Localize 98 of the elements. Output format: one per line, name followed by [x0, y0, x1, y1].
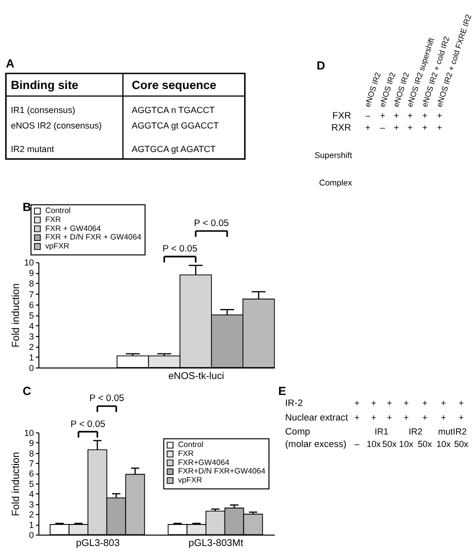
y-tick-label: 7: [29, 289, 34, 300]
text: 10x: [366, 439, 381, 450]
text: P < 0.05: [70, 418, 106, 429]
y-axis-title: Fold induction: [11, 452, 22, 516]
category-label: (molar excess): [285, 439, 346, 450]
y-tick-label: 3: [29, 331, 34, 342]
y-tick-label: 1: [29, 352, 34, 362]
y-tick-label: 5: [29, 478, 34, 489]
y-tick-label: 1: [29, 520, 34, 530]
x-tick-label: eNOS-tk-luci: [168, 370, 224, 382]
legend-label: vpFXR: [45, 241, 70, 250]
text: +: [458, 412, 464, 423]
text: +: [386, 412, 392, 423]
x-tick-label: pGL3-803: [76, 538, 120, 549]
text: +: [436, 122, 442, 132]
category-label: Comp: [285, 426, 310, 436]
text: +: [386, 398, 392, 408]
category-label: Nuclear extract: [285, 412, 348, 423]
text: Complex: [319, 178, 353, 188]
text: +: [394, 122, 399, 132]
text: P < 0.05: [162, 244, 198, 254]
text: +: [458, 398, 464, 408]
text: IR2: [408, 426, 422, 436]
text: AGGTCA n TGACCT: [132, 104, 215, 115]
text: E: [278, 384, 286, 398]
text: +: [422, 398, 428, 408]
text: P < 0.05: [89, 393, 124, 404]
y-tick-label: 6: [29, 300, 34, 310]
text: IR1 (consensus): [10, 104, 76, 115]
text: –: [354, 439, 360, 450]
text: +: [365, 122, 370, 132]
category-label: RXR: [331, 122, 352, 132]
text: +: [422, 110, 428, 121]
text: P < 0.05: [194, 218, 229, 228]
legend-label: FXR: [45, 214, 62, 224]
y-tick-label: 2: [29, 510, 34, 520]
category-label: IR-2: [285, 398, 303, 408]
text: mutIR2: [438, 426, 467, 436]
text: +: [371, 398, 376, 408]
y-tick-label: 9: [29, 268, 34, 278]
text: Binding site: [10, 78, 78, 92]
legend-label: Control: [178, 440, 204, 450]
text: IR1: [374, 426, 388, 436]
y-tick-label: 0: [29, 362, 34, 373]
y-tick-label: 4: [29, 320, 34, 331]
y-tick-label: 3: [29, 499, 34, 510]
y-tick-label: 8: [29, 278, 34, 289]
text: +: [407, 110, 413, 121]
text: +: [440, 412, 446, 423]
text: –: [380, 122, 386, 132]
legend-label: FXR + D/N FXR + GW4064: [45, 232, 142, 242]
chart-title: B: [22, 200, 32, 214]
text: +: [354, 412, 360, 423]
x-tick-label: pGL3-803Mt: [188, 538, 244, 549]
text: 50x: [418, 439, 432, 450]
text: +: [422, 412, 428, 423]
y-tick-label: 0: [29, 530, 34, 540]
y-tick-label: 10: [24, 258, 34, 268]
legend-label: FXR + GW4064: [45, 224, 102, 233]
text: +: [436, 110, 442, 121]
y-axis-title: Fold induction: [11, 282, 22, 348]
text: A: [6, 56, 15, 71]
chart-title: C: [22, 384, 32, 398]
text: +: [394, 110, 399, 121]
y-tick-label: 7: [29, 458, 34, 468]
text: +: [440, 398, 446, 408]
text: 50x: [454, 439, 468, 450]
text: D: [316, 58, 326, 72]
category-label: FXR: [332, 110, 352, 121]
text: +: [404, 398, 409, 408]
text: +: [371, 412, 376, 423]
text: Core sequence: [132, 78, 216, 92]
text: AGGTCA gt GGACCT: [132, 120, 219, 131]
text: +: [404, 412, 409, 423]
y-tick-label: 6: [29, 468, 34, 479]
legend-label: FXR: [178, 448, 194, 458]
legend-label: Control: [45, 206, 71, 216]
y-tick-label: 10: [24, 428, 34, 438]
legend-label: FXR+GW4064: [178, 458, 230, 467]
text: eNOS IR2 (consensus): [10, 120, 102, 131]
legend-label: vpFXR: [178, 476, 202, 485]
text: IR2 mutant: [10, 144, 54, 154]
text: 10x: [436, 439, 451, 450]
text: +: [354, 398, 360, 408]
y-tick-label: 4: [29, 489, 34, 500]
text: Supershift: [314, 150, 353, 160]
y-tick-label: 8: [29, 448, 34, 458]
text: AGTGCA gt AGATCT: [132, 144, 216, 154]
text: –: [365, 110, 370, 121]
y-tick-label: 9: [29, 438, 34, 448]
text: 50x: [382, 439, 397, 450]
legend-label: FXR+D/N FXR+GW4064: [178, 466, 266, 476]
y-tick-label: 5: [29, 310, 34, 320]
text: +: [380, 110, 386, 121]
text: +: [407, 122, 413, 132]
text: +: [422, 122, 428, 132]
y-tick-label: 2: [29, 342, 34, 352]
text: 10x: [399, 439, 414, 450]
